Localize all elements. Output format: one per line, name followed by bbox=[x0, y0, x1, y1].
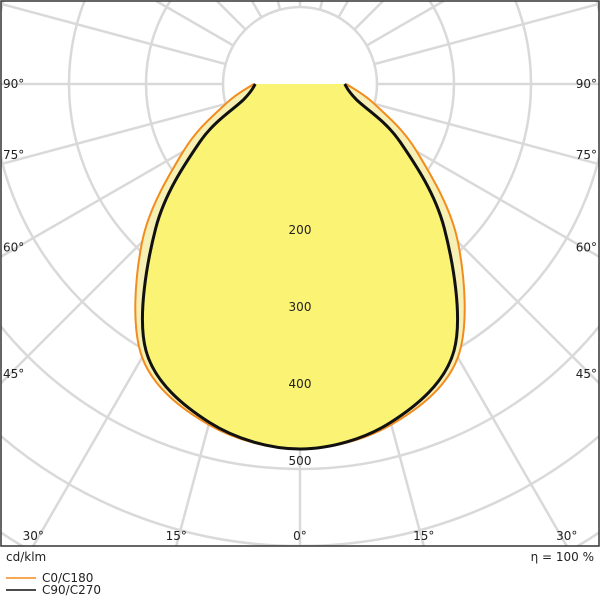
r-tick-label: 200 bbox=[289, 223, 312, 237]
spoke bbox=[1, 2, 226, 66]
unit-label: cd/klm bbox=[6, 550, 46, 564]
legend-label: C0/C180 bbox=[42, 571, 93, 585]
r-tick-label: 300 bbox=[289, 300, 312, 314]
grid-ring bbox=[1, 324, 599, 471]
series-line bbox=[140, 83, 460, 451]
angle-tick-label: 60° bbox=[3, 241, 24, 255]
r-tick-label: 500 bbox=[289, 454, 312, 468]
angle-tick-label: 90° bbox=[3, 77, 24, 91]
series-fill bbox=[142, 84, 458, 449]
angle-tick-label: 60° bbox=[576, 241, 597, 255]
spoke bbox=[337, 1, 350, 18]
frame bbox=[0, 0, 600, 547]
legend-label: C90/C270 bbox=[42, 583, 101, 597]
angle-tick-label: 0° bbox=[293, 529, 307, 543]
spoke bbox=[250, 1, 263, 18]
spoke bbox=[153, 1, 234, 47]
efficiency-label: η = 100 % bbox=[531, 550, 594, 564]
spoke bbox=[374, 2, 599, 66]
angle-tick-label: 15° bbox=[413, 529, 434, 543]
angle-tick-label: 75° bbox=[3, 148, 24, 162]
angle-tick-label: 45° bbox=[3, 367, 24, 381]
spoke bbox=[366, 1, 447, 47]
angle-tick-label: 90° bbox=[576, 77, 597, 91]
r-tick-label: 400 bbox=[289, 377, 312, 391]
angle-tick-label: 15° bbox=[166, 529, 187, 543]
angle-tick-label: 75° bbox=[576, 148, 597, 162]
angle-tick-label: 45° bbox=[576, 367, 597, 381]
angle-tick-label: 30° bbox=[556, 529, 577, 543]
angle-tick-label: 30° bbox=[23, 529, 44, 543]
